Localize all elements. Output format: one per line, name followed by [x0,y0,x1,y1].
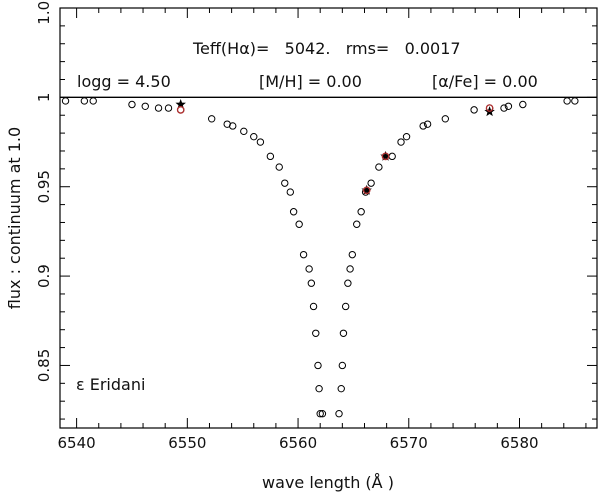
data-point [388,152,396,161]
fit-star-marker [361,184,372,195]
data-point [240,127,248,136]
y-tick-label: 0.85 [35,349,53,382]
data-point [335,410,343,418]
teff-annotation: Teff(Hα)= 5042. rms= 0.0017 [192,39,461,58]
data-point [128,100,136,109]
data-point [141,102,149,110]
data-point [154,104,163,112]
selected-point-marker [381,152,390,161]
x-tick-label: 6550 [168,434,206,452]
data-point [348,250,357,259]
data-point [402,132,411,141]
data-point [315,384,323,393]
x-axis-title: wave length (Å ) [262,473,394,492]
data-point [441,115,450,123]
data-point [423,120,432,128]
data-point [312,329,320,337]
data-point [275,163,283,171]
data-point [286,188,295,196]
data-points [61,97,579,418]
y-axis-ticks: 0.85 0.9 0.95 1 1.05 [35,0,597,420]
data-point [164,104,173,112]
plot-frame [59,7,598,429]
selected-point-marker [485,104,494,112]
data-point [367,179,375,187]
star-name-label: ε Eridani [76,375,145,394]
data-point [318,410,327,418]
x-tick-label: 6570 [390,434,428,452]
x-tick-label: 6580 [500,434,538,452]
data-point [289,208,298,216]
y-tick-label: 1.05 [35,0,53,25]
fit-star-marker [175,99,186,109]
data-point [299,250,308,259]
data-point [314,361,322,370]
x-tick-label: 6540 [58,434,96,452]
data-point [500,104,508,112]
data-point [571,97,579,105]
data-point [309,302,318,311]
data-point [346,265,354,273]
data-point [338,361,347,370]
data-point [344,279,352,287]
data-point [207,115,216,123]
data-point [375,163,383,171]
data-point [419,122,427,130]
alpha-annotation: [α/Fe] = 0.00 [432,72,538,91]
data-point [397,138,405,146]
data-point [250,132,258,141]
y-tick-label: 0.95 [35,170,53,203]
data-point [341,302,350,311]
data-point [353,220,361,228]
data-point [307,279,316,287]
data-point [504,102,513,110]
data-point [80,97,89,105]
data-point [357,208,365,216]
metallicity-annotation: [M/H] = 0.00 [259,72,362,91]
x-tick-label: 6560 [279,434,317,452]
fit-star-marker [380,150,391,161]
data-point [305,265,313,273]
y-axis-title: flux : continuum at 1.0 [5,127,24,309]
data-point [266,152,275,161]
data-point [229,122,237,130]
x-axis-ticks: 6540 6550 6560 6570 6580 [58,8,587,452]
data-point [61,97,70,105]
selected-point-marker [176,106,185,114]
data-point [519,100,527,109]
data-point [281,179,289,187]
data-point [89,97,97,105]
selected-point-marker [362,186,371,195]
data-point [256,138,265,146]
data-point [337,384,345,393]
y-tick-label: 1 [35,93,53,103]
data-point [470,106,478,114]
data-point [339,329,348,337]
data-point [563,97,571,105]
logg-annotation: logg = 4.50 [77,72,171,91]
data-point [295,220,303,228]
y-tick-label: 0.9 [35,264,53,288]
data-point [316,410,324,418]
